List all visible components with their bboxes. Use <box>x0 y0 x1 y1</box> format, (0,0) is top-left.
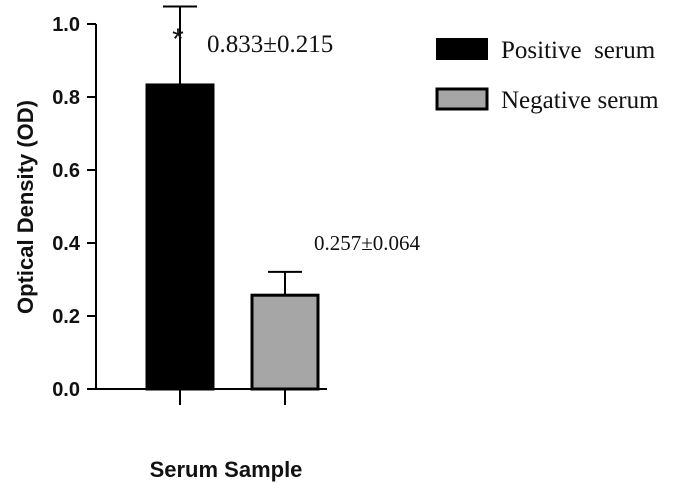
y-tick-label: 1.0 <box>52 14 80 36</box>
error-bars-group <box>163 5 302 296</box>
legend-swatch-negative <box>435 87 489 111</box>
bar-negative-serum <box>250 293 320 391</box>
bar-positive-serum <box>145 83 215 391</box>
x-axis-ticks <box>179 389 286 405</box>
legend-swatch-positive <box>436 38 488 60</box>
y-tick-label: 0.0 <box>52 379 80 401</box>
significance-marker: * <box>172 23 184 56</box>
y-axis-title: Optical Density (OD) <box>13 100 38 314</box>
y-axis-ticks: 0.0 0.2 0.4 0.6 0.8 1.0 <box>52 14 96 401</box>
y-tick-label: 0.2 <box>52 306 80 328</box>
legend-label-negative: Negative serum <box>501 87 659 114</box>
value-label-positive: 0.833±0.215 <box>207 31 333 58</box>
value-label-negative: 0.257±0.064 <box>314 231 421 255</box>
x-axis-title: Serum Sample <box>150 457 303 482</box>
bars-group <box>145 83 320 391</box>
y-tick-label: 0.6 <box>52 160 80 182</box>
y-tick-label: 0.8 <box>52 87 80 109</box>
legend-label-positive: Positive serum <box>501 37 656 64</box>
legend: Positive serum Negative serum <box>435 37 659 114</box>
y-tick-label: 0.4 <box>52 233 81 255</box>
